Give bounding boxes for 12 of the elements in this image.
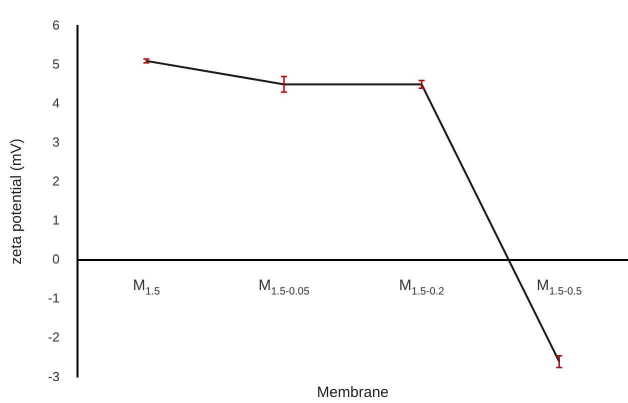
y-tick-label: -2 <box>48 330 60 345</box>
y-tick-label: 3 <box>52 134 60 150</box>
y-tick-label: -3 <box>48 368 60 384</box>
y-tick-label: 2 <box>52 174 60 189</box>
y-tick-label: 0 <box>52 252 60 267</box>
y-tick-label: 6 <box>52 17 60 32</box>
y-axis-title: zeta potential (mV) <box>8 138 26 264</box>
y-tick-label: 1 <box>52 212 60 228</box>
y-tick-label: 4 <box>52 95 60 110</box>
y-tick-label: -1 <box>48 290 60 306</box>
x-axis-title: Membrane <box>316 384 389 401</box>
y-tick-label: 5 <box>52 56 60 72</box>
